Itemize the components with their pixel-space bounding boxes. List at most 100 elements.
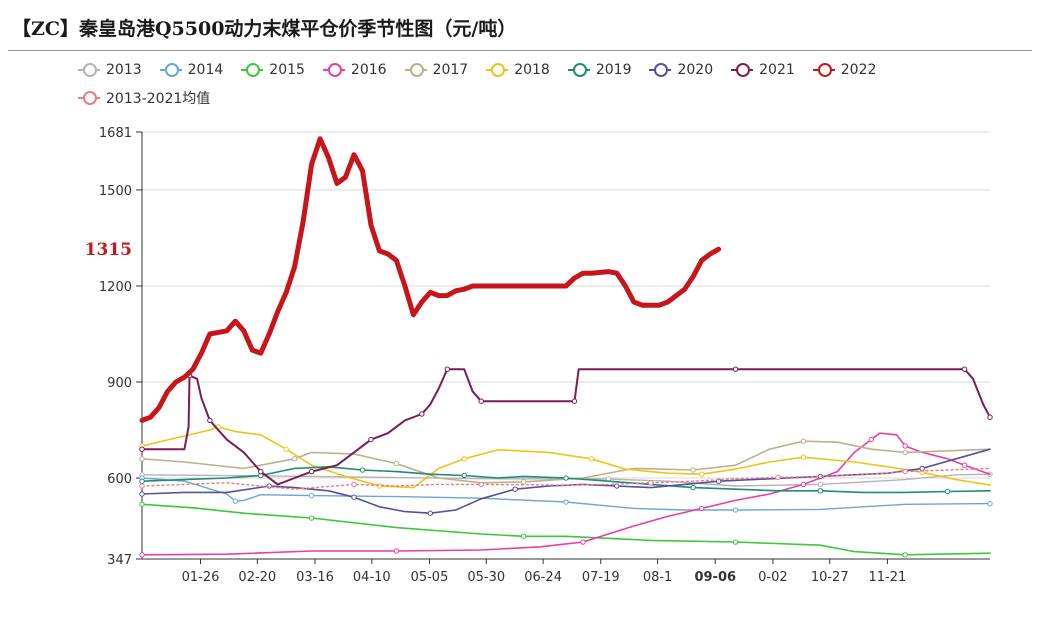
series-point-2016-6 (580, 539, 586, 545)
series-point-2015-0 (139, 501, 145, 507)
legend-item-2013-2021均值[interactable]: 2013-2021均值 (78, 88, 210, 108)
x-tick-label-10: 0-02 (758, 570, 788, 585)
legend-label: 2014 (187, 62, 224, 78)
legend-symbol-icon (404, 63, 427, 77)
series-point-2013-2021均值-12 (775, 474, 781, 481)
series-point-2021-18 (419, 411, 425, 417)
y-tick-label-1681: 1681 (99, 126, 132, 141)
series-line-2013-2021均值 (141, 467, 991, 490)
legend-row: 2013-2021均值 (78, 84, 978, 112)
series-point-2021-9 (258, 468, 264, 475)
legend-label: 2018 (514, 62, 550, 78)
legend-item-2018[interactable]: 2018 (486, 62, 550, 78)
series-point-2021-21 (444, 366, 450, 372)
legend-label: 2022 (840, 62, 877, 78)
series-point-2016-15 (868, 436, 874, 443)
series-point-2020-0 (139, 491, 145, 497)
series-point-2014-15 (987, 500, 993, 507)
legend-item-2020[interactable]: 2020 (649, 62, 713, 78)
series-point-2020-9 (427, 510, 434, 516)
series-point-2019-21 (944, 488, 951, 495)
series-point-2018-18 (698, 471, 705, 477)
chart-title: 【ZC】秦皇岛港Q5500动力末煤平仓价季节性图（元/吨） (12, 18, 517, 40)
legend-item-2013[interactable]: 2013 (78, 62, 142, 78)
series-point-2018-21 (800, 454, 807, 460)
legend-item-2021[interactable]: 2021 (731, 62, 795, 78)
series-point-2021-6 (207, 417, 213, 424)
series-point-2017-3 (291, 456, 298, 462)
series-point-2021-36 (987, 414, 993, 420)
series-point-2020-6 (351, 494, 357, 500)
x-tick-label-7: 07-19 (582, 570, 620, 585)
series-point-2021-30 (732, 366, 739, 372)
legend-symbol-icon (567, 63, 590, 77)
series-point-2019-15 (690, 484, 696, 491)
legend-item-2019[interactable]: 2019 (567, 62, 632, 78)
y-tick-label-1500: 1500 (99, 184, 132, 199)
series-line-2021 (141, 368, 991, 486)
legend-item-2022[interactable]: 2022 (812, 62, 877, 78)
series-point-2016-12 (800, 481, 807, 488)
series-point-2016-3 (393, 548, 400, 554)
series-point-2017-0 (139, 456, 145, 462)
series-point-2021-0 (139, 446, 145, 452)
series-point-2017-12 (690, 467, 696, 473)
x-tick-label-12: 11-21 (869, 570, 907, 585)
series-point-2014-9 (563, 499, 569, 505)
series-point-2014-12 (732, 507, 739, 513)
series-point-2013-2021均值-9 (648, 480, 654, 486)
legend-symbol-icon (159, 63, 182, 77)
x-tick-label-4: 05-05 (411, 570, 449, 585)
series-point-2019-6 (359, 467, 366, 473)
series-line-2017 (141, 440, 991, 484)
legend-item-2015[interactable]: 2015 (241, 62, 305, 78)
series-point-2017-6 (393, 460, 400, 467)
legend-item-2014[interactable]: 2014 (159, 62, 224, 78)
legend-item-2016[interactable]: 2016 (322, 62, 387, 78)
series-point-2018-15 (588, 456, 595, 462)
series-point-2015-3 (308, 515, 315, 521)
legend-label: 2015 (269, 62, 305, 78)
series-point-2016-18 (902, 443, 908, 449)
series-line-2018 (141, 426, 991, 489)
x-tick-label-8: 08-1 (643, 570, 673, 585)
series-point-2020-24 (919, 465, 925, 472)
legend-label: 2013 (106, 62, 142, 78)
series-point-2015-6 (520, 533, 527, 539)
series-point-2013-2021均值-6 (478, 481, 484, 488)
series-point-2021-12 (308, 468, 315, 475)
series-line-2015 (141, 503, 991, 556)
x-tick-label-3: 04-10 (353, 570, 391, 585)
x-tick-label-2: 03-16 (296, 570, 334, 585)
series-point-2015-9 (732, 539, 739, 545)
legend-label: 2020 (677, 62, 714, 78)
series-point-2018-9 (376, 483, 383, 489)
series-point-2019-9 (461, 472, 467, 479)
y-marker-label: 1315 (85, 240, 132, 260)
series-point-2020-12 (512, 486, 518, 492)
legend-symbol-icon (649, 63, 672, 77)
x-tick-label-1: 02-20 (238, 570, 276, 585)
series-point-2016-21 (961, 462, 968, 468)
series-line-2019 (141, 466, 991, 494)
legend-symbol-icon (486, 63, 509, 77)
series-point-2019-12 (563, 475, 569, 481)
series-point-2021-27 (571, 398, 578, 404)
series-point-2013-2021均值-0 (139, 483, 145, 489)
series-line-2014 (141, 477, 991, 511)
x-tick-label-6: 06-24 (524, 570, 562, 585)
legend-item-2017[interactable]: 2017 (404, 62, 468, 78)
series-point-2018-12 (461, 456, 467, 462)
y-tick-label-1200: 1200 (99, 280, 132, 295)
legend-label: 2016 (350, 62, 387, 78)
series-point-2016-0 (139, 552, 145, 558)
x-tick-label-11: 10-27 (811, 570, 849, 585)
y-tick-label-600: 600 (107, 472, 132, 487)
legend-label: 2019 (595, 62, 632, 78)
series-point-2021-33 (961, 366, 968, 372)
legend-symbol-icon (322, 63, 345, 77)
series-point-2017-9 (520, 479, 527, 485)
y-tick-label-900: 900 (107, 376, 132, 391)
series-line-2013 (141, 473, 991, 487)
series-point-2021-15 (368, 436, 374, 443)
